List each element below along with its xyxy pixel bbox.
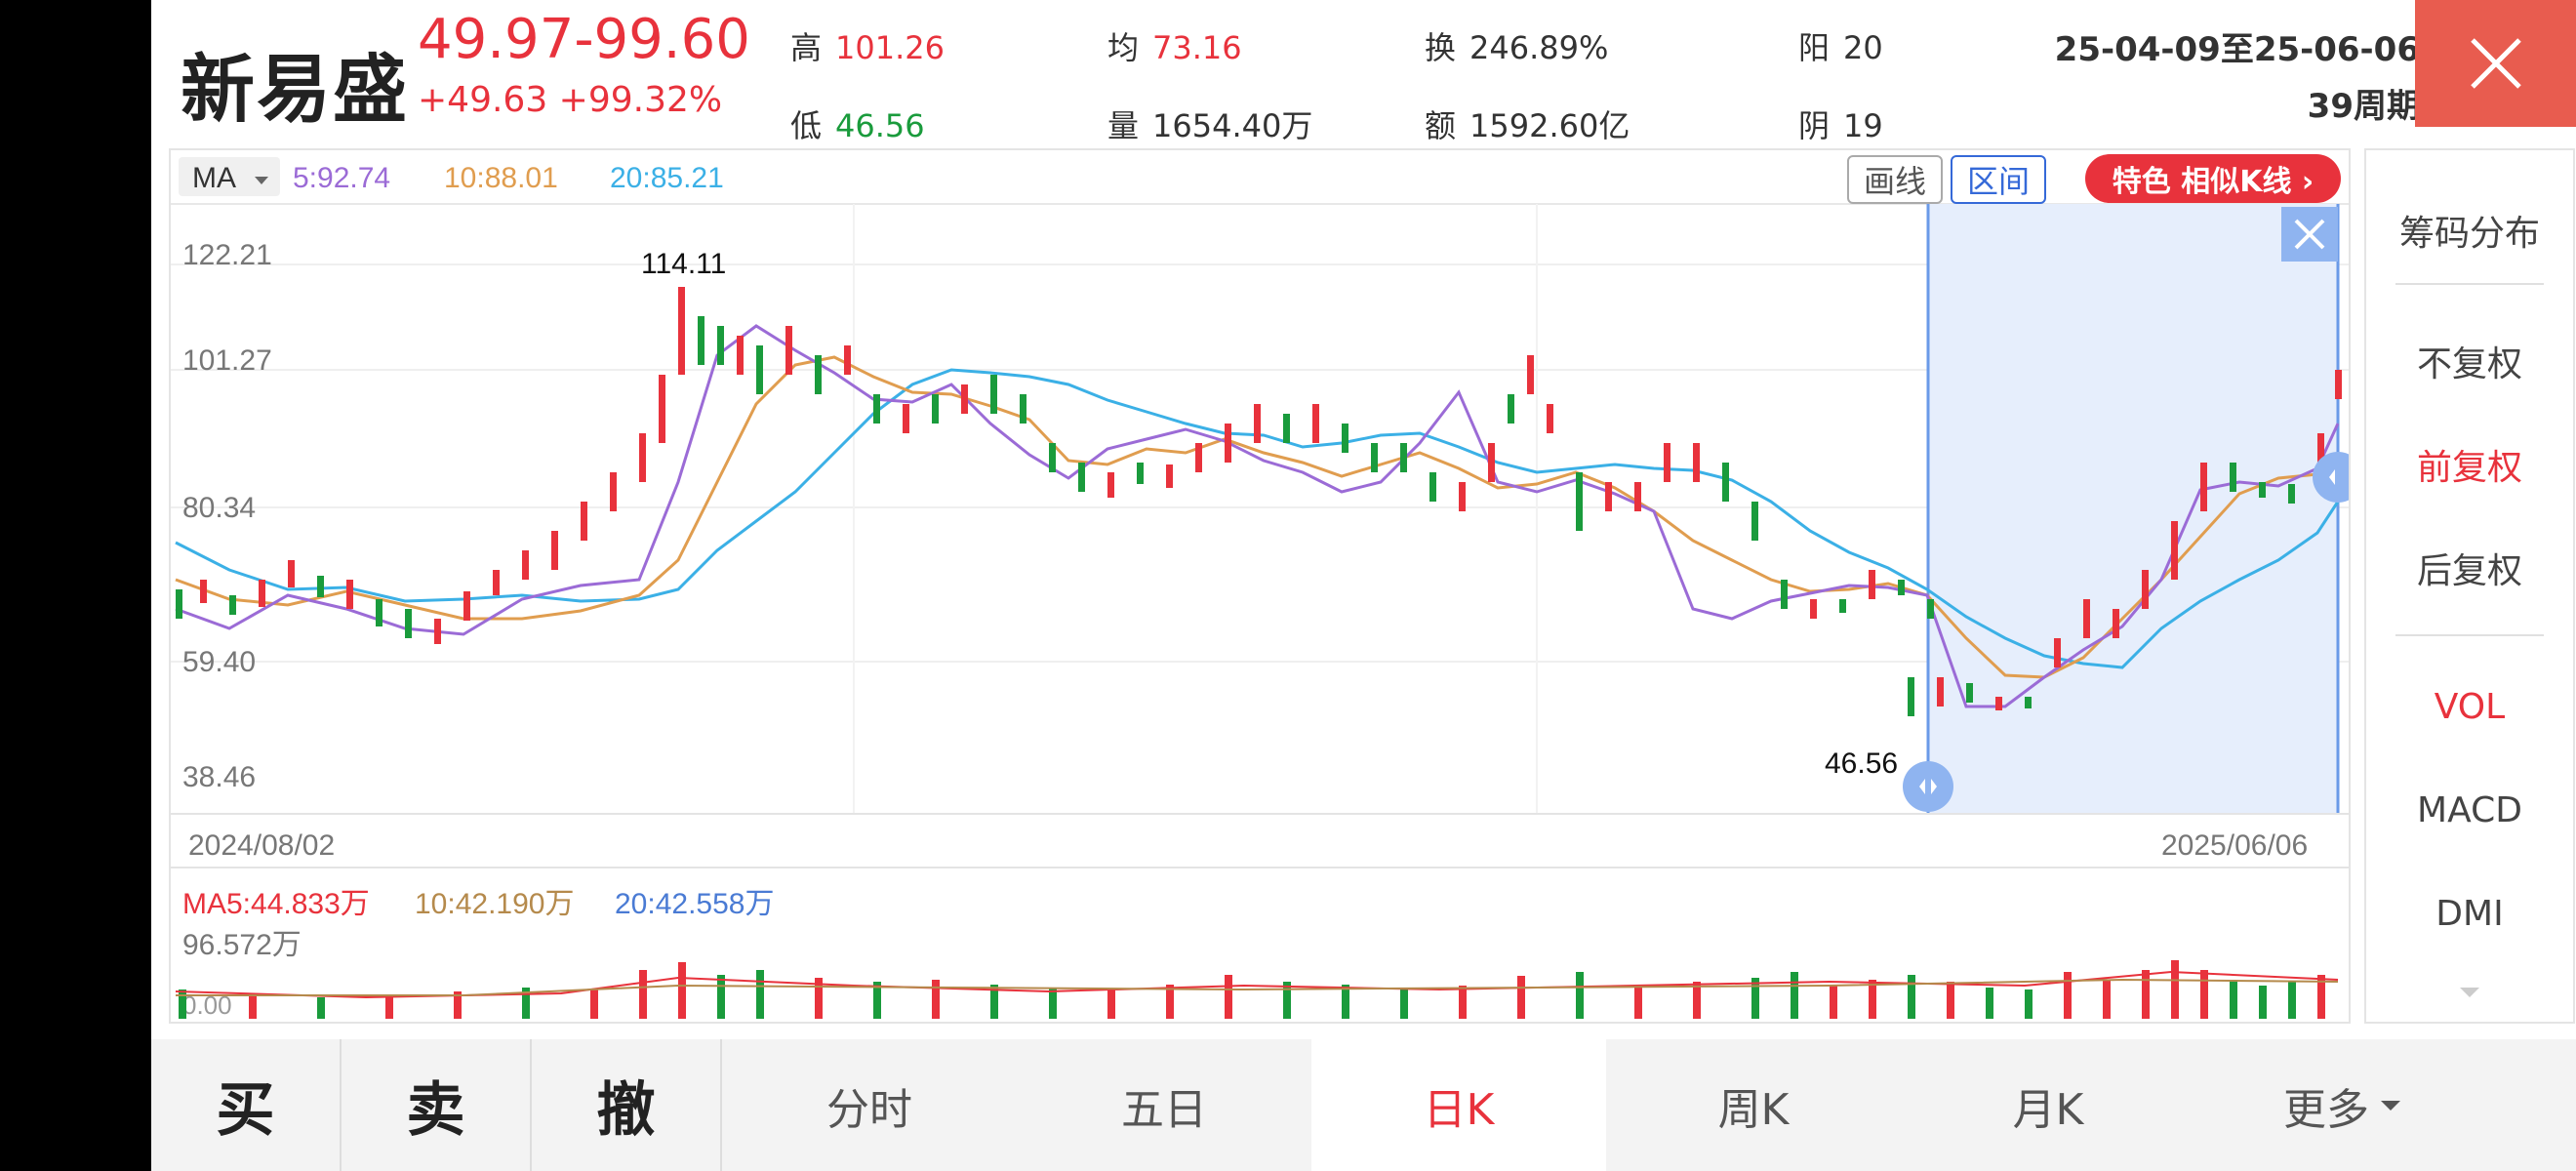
low-price-mark: 46.56	[1825, 747, 1898, 780]
date-range-text: 25-04-09至25-06-06	[2054, 30, 2420, 69]
tab-month-k[interactable]: 月K	[2012, 1084, 2084, 1135]
date-start-label: 2024/08/02	[188, 829, 335, 862]
buy-button[interactable]: 买	[216, 1076, 275, 1145]
stat-low: 低 46.56	[790, 107, 925, 144]
price-change: +49.63 +99.32%	[418, 80, 723, 120]
more-label: 更多	[2283, 1084, 2369, 1135]
drag-handle-icon	[2329, 469, 2335, 485]
close-icon	[2294, 219, 2325, 250]
vol-ma5: MA5:44.833万	[182, 888, 370, 920]
bottom-nav: 买 卖 撤 分时 五日 日K 周K 月K 更多	[151, 1039, 2576, 1171]
ma-select-label[interactable]: MA	[192, 162, 236, 194]
drag-handle-icon	[1919, 779, 1937, 794]
y-label-1: 122.21	[182, 239, 272, 271]
volume-bars	[179, 960, 2325, 1019]
ma5-value: 5:92.74	[293, 162, 390, 194]
no-adjust-button[interactable]: 不复权	[2416, 344, 2522, 384]
tab-more[interactable]: 更多	[2195, 1039, 2490, 1171]
selected-date-range: 25-04-09至25-06-06 39周期	[2055, 21, 2420, 135]
y-label-5: 38.46	[182, 761, 256, 793]
stat-turnover: 换 246.89%	[1425, 29, 1609, 66]
app-root: 新易盛 49.97-99.60 +49.63 +99.32% 高 101.26 低…	[151, 0, 2576, 1171]
stock-name: 新易盛	[181, 46, 409, 133]
selected-range-area[interactable]	[1928, 204, 2338, 814]
ma5-line	[175, 324, 2340, 708]
close-icon	[2470, 38, 2521, 89]
chevron-down-icon	[2381, 1100, 2400, 1110]
draw-line-button[interactable]: 画线	[1847, 155, 1943, 204]
stat-volume: 量 1654.40万	[1107, 107, 1313, 144]
range-start-handle[interactable]	[1903, 761, 1953, 812]
stat-high: 高 101.26	[790, 29, 945, 66]
candlesticks	[176, 287, 2342, 716]
stock-header: 新易盛 49.97-99.60 +49.63 +99.32% 高 101.26 低…	[151, 0, 2576, 146]
volume-ma5-line	[175, 970, 2339, 999]
ma10-line	[175, 355, 2339, 679]
similar-kline-button[interactable]: 特色 相似K线 ›	[2085, 154, 2341, 203]
backward-adjust-button[interactable]: 后复权	[2416, 551, 2522, 591]
high-price-mark: 114.11	[641, 248, 726, 280]
y-label-4: 59.40	[182, 646, 256, 678]
tab-five-day[interactable]: 五日	[1121, 1084, 1207, 1135]
tab-week-k[interactable]: 周K	[1717, 1084, 1790, 1135]
chart-panel[interactable]: MA 5:92.74 10:88.01 20:85.21	[169, 148, 2351, 1024]
stat-avg: 均 73.16	[1107, 29, 1242, 66]
y-label-2: 101.27	[182, 344, 272, 377]
stat-up-days: 阳 20	[1798, 29, 1883, 66]
cancel-order-button[interactable]: 撤	[596, 1076, 656, 1145]
price-range: 49.97-99.60	[418, 8, 750, 71]
period-count: 39周期	[2307, 87, 2420, 126]
tab-day-k[interactable]: 日K	[1311, 1039, 1606, 1171]
dmi-button[interactable]: DMI	[2435, 894, 2504, 934]
stat-amount: 额 1592.60亿	[1425, 107, 1630, 144]
vol-max-label: 96.572万	[182, 929, 302, 961]
volume-ma10-line	[176, 978, 2339, 996]
date-end-label: 2025/06/06	[2161, 829, 2308, 862]
indicator-sidebar: 筹码分布 不复权 前复权 后复权 VOL MACD DMI	[2364, 148, 2575, 1024]
macd-button[interactable]: MACD	[2417, 790, 2522, 830]
chip-distribution-button[interactable]: 筹码分布	[2398, 214, 2540, 254]
range-button[interactable]: 区间	[1951, 155, 2046, 204]
sell-button[interactable]: 卖	[406, 1076, 465, 1145]
vol-button[interactable]: VOL	[2434, 687, 2506, 727]
tab-intraday[interactable]: 分时	[826, 1084, 912, 1135]
chevron-down-icon	[255, 177, 268, 184]
vol-ma10: 10:42.190万	[415, 888, 574, 920]
y-label-3: 80.34	[182, 492, 256, 524]
vol-ma20: 20:42.558万	[615, 888, 774, 920]
chevron-down-icon[interactable]	[2458, 986, 2481, 999]
forward-adjust-button[interactable]: 前复权	[2416, 448, 2522, 488]
ma10-value: 10:88.01	[444, 162, 558, 194]
stat-down-days: 阴 19	[1798, 107, 1883, 144]
ma20-value: 20:85.21	[610, 162, 724, 194]
ma-select-bg[interactable]	[179, 157, 280, 196]
close-button[interactable]	[2415, 0, 2576, 127]
kline-chart[interactable]: MA 5:92.74 10:88.01 20:85.21	[171, 150, 2349, 1022]
